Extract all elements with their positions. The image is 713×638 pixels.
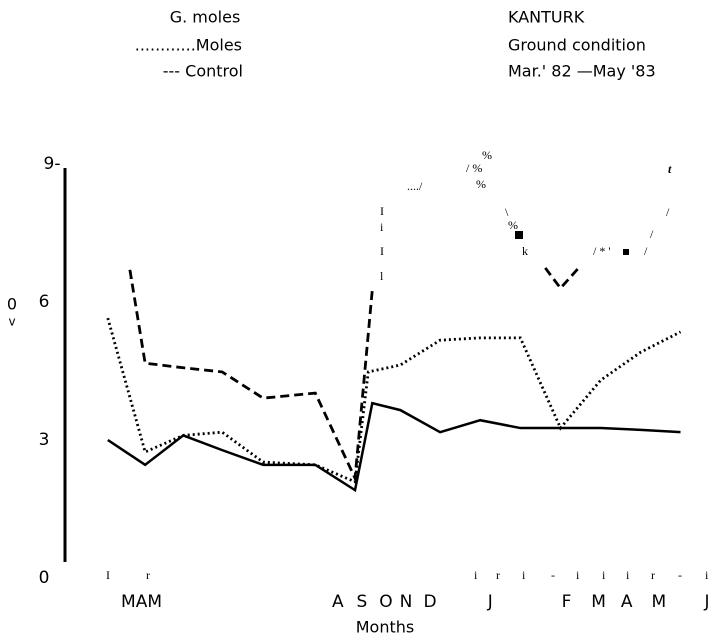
artifact: / % (466, 161, 482, 175)
artifact: % (476, 177, 486, 191)
artifact: \ (505, 205, 509, 219)
scan-artifacts: % / % % ..../ I i I l \ % k / * ' / / / … (106, 148, 709, 582)
legend-title: G. moles (170, 8, 241, 27)
y-axis-label: 0 (7, 295, 17, 314)
y-tick-label: 6 (39, 292, 50, 312)
x-tick-label: D (424, 592, 437, 612)
x-tick-label: J (487, 592, 493, 612)
artifact: i (705, 568, 709, 582)
x-axis-label: Months (356, 618, 414, 637)
y-tick-label: 9- (44, 154, 61, 174)
subtitle: Ground condition (508, 36, 646, 55)
artifact: - (551, 568, 555, 582)
artifact: - (678, 568, 682, 582)
x-tick-label: A (332, 592, 344, 612)
artifact: I (380, 204, 384, 218)
y-tick-label: 0 (39, 568, 50, 588)
artifact: i (380, 220, 384, 234)
artifact: t (668, 162, 672, 176)
y-tick-label: 3 (39, 430, 50, 450)
x-tick-label: F (562, 592, 572, 612)
artifact-square (623, 249, 629, 255)
x-tick-label: MAM (121, 592, 162, 612)
artifact: r (651, 568, 655, 582)
artifact: i (474, 568, 478, 582)
legend-entry: ............Moles (135, 36, 242, 55)
artifact: ..../ (407, 179, 423, 193)
artifact-square (515, 231, 523, 239)
x-tick-label: J (703, 592, 709, 612)
x-tick-label: S (356, 592, 367, 612)
series-line (107, 401, 681, 493)
artifact: % (508, 218, 518, 232)
artifact: I (106, 568, 110, 582)
artifact: k (522, 244, 528, 258)
artifact: i (626, 568, 630, 582)
artifact: i (602, 568, 606, 582)
artifact: / (666, 205, 670, 219)
x-tick-label: N (400, 592, 413, 612)
x-tick-label: A (621, 592, 633, 612)
artifact: r (496, 568, 500, 582)
artifact: r (146, 568, 150, 582)
artifact: / (644, 244, 648, 258)
artifact: I (380, 244, 384, 258)
x-tick-label: O (379, 592, 392, 612)
legend-entry: --- Control (163, 62, 243, 81)
artifact: / * ' (593, 244, 611, 258)
period: Mar.' 82 —May '83 (508, 62, 656, 81)
artifact: / (650, 227, 654, 241)
artifact: i (576, 568, 580, 582)
series-line (106, 317, 682, 484)
site: KANTURK (508, 8, 585, 27)
artifact: l (380, 269, 384, 283)
series-line (128, 267, 580, 484)
y-axis-label: v (8, 315, 15, 329)
artifact: i (522, 568, 526, 582)
x-tick-label: M (591, 592, 606, 612)
x-tick-label: M (652, 592, 667, 612)
artifact: % (482, 148, 492, 162)
